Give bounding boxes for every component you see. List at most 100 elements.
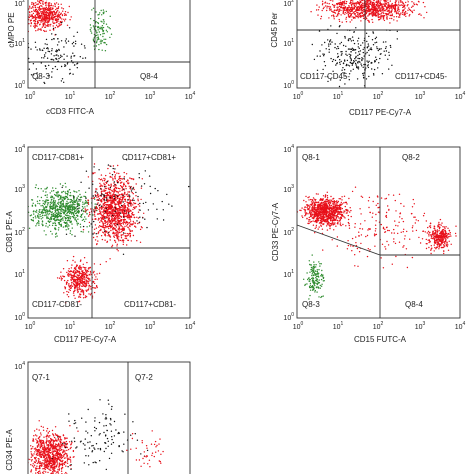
tick-label: 103 bbox=[14, 184, 25, 194]
tick-label: 101 bbox=[14, 38, 25, 48]
event-dot bbox=[90, 18, 92, 20]
event-dot bbox=[154, 187, 156, 190]
event-dot bbox=[29, 215, 31, 217]
event-dot bbox=[119, 239, 122, 242]
event-dot bbox=[124, 237, 126, 240]
event-dot bbox=[349, 57, 352, 59]
event-dot bbox=[126, 235, 128, 237]
event-dot bbox=[52, 187, 54, 189]
event-dot bbox=[92, 38, 95, 40]
event-dot bbox=[333, 203, 335, 205]
event-dot bbox=[58, 11, 60, 13]
event-dot bbox=[334, 46, 336, 49]
event-dot bbox=[74, 40, 77, 42]
event-dot bbox=[116, 223, 119, 226]
event-dot bbox=[397, 5, 399, 7]
event-dot bbox=[41, 16, 43, 18]
event-dot bbox=[122, 232, 125, 234]
event-dot bbox=[82, 281, 84, 283]
event-dot bbox=[81, 209, 83, 211]
event-dot bbox=[64, 206, 66, 208]
event-dot bbox=[102, 206, 104, 209]
event-dot bbox=[328, 48, 330, 51]
event-dot bbox=[114, 175, 116, 178]
event-dot bbox=[69, 192, 72, 194]
event-dot bbox=[126, 244, 128, 246]
event-dot bbox=[125, 215, 128, 218]
event-dot bbox=[65, 193, 67, 195]
event-dot bbox=[357, 43, 360, 45]
event-dot bbox=[100, 27, 102, 29]
event-dot bbox=[407, 9, 409, 11]
event-dot bbox=[323, 6, 325, 8]
event-dot bbox=[25, 236, 26, 237]
event-dot bbox=[67, 202, 69, 204]
event-dot bbox=[80, 268, 82, 270]
event-dot bbox=[314, 220, 316, 223]
event-dot bbox=[76, 224, 79, 226]
event-dot bbox=[68, 283, 70, 285]
event-dot bbox=[357, 62, 359, 64]
event-dot bbox=[62, 226, 65, 228]
event-dot bbox=[116, 209, 119, 211]
event-dot bbox=[102, 26, 105, 29]
event-dot bbox=[95, 25, 97, 27]
tick-base: 10 bbox=[14, 1, 22, 8]
event-dot bbox=[60, 277, 62, 279]
event-dot bbox=[342, 62, 345, 64]
event-dot bbox=[62, 185, 64, 187]
event-dot bbox=[123, 183, 125, 185]
event-dot bbox=[60, 40, 63, 42]
event-dot bbox=[372, 5, 374, 7]
event-dot bbox=[48, 213, 51, 215]
event-dot bbox=[373, 14, 375, 17]
event-dot bbox=[65, 210, 67, 213]
event-dot bbox=[370, 47, 372, 49]
event-dot bbox=[391, 14, 393, 17]
event-dot bbox=[92, 281, 94, 283]
event-dot bbox=[403, 14, 405, 16]
event-dot bbox=[58, 23, 60, 25]
event-dot bbox=[337, 13, 339, 16]
event-dot bbox=[129, 225, 131, 227]
event-dot bbox=[40, 28, 42, 30]
event-dot bbox=[101, 180, 104, 182]
event-dot bbox=[359, 16, 362, 18]
event-dot bbox=[121, 178, 124, 180]
event-dot bbox=[61, 196, 63, 198]
event-dot bbox=[130, 203, 133, 205]
event-dot bbox=[36, 216, 39, 218]
event-dot bbox=[43, 209, 45, 212]
event-dot bbox=[101, 185, 104, 187]
event-dot bbox=[131, 188, 133, 190]
event-dot bbox=[48, 12, 50, 14]
event-dot bbox=[71, 205, 73, 208]
event-dot bbox=[97, 29, 99, 31]
event-dot bbox=[327, 211, 329, 213]
event-dot bbox=[120, 237, 123, 239]
event-dot bbox=[49, 210, 52, 212]
event-dot bbox=[64, 11, 67, 13]
event-dot bbox=[47, 21, 50, 23]
event-dot bbox=[413, 2, 415, 4]
event-dot bbox=[46, 22, 49, 24]
event-dot bbox=[41, 209, 43, 211]
event-dot bbox=[74, 288, 76, 290]
event-dot bbox=[323, 53, 325, 55]
event-dot bbox=[76, 222, 78, 224]
event-dot bbox=[115, 234, 118, 237]
event-dot bbox=[48, 7, 50, 9]
event-dot bbox=[126, 209, 128, 211]
event-dot bbox=[56, 7, 58, 9]
event-dot bbox=[339, 0, 341, 1]
event-dot bbox=[375, 4, 378, 7]
event-dot bbox=[83, 285, 85, 288]
event-dot bbox=[99, 41, 102, 43]
event-dot bbox=[105, 199, 107, 201]
event-dot bbox=[136, 216, 138, 218]
event-dot bbox=[47, 50, 49, 52]
event-dot bbox=[109, 36, 111, 39]
event-dot bbox=[46, 217, 48, 220]
event-dot bbox=[98, 31, 101, 33]
event-dot bbox=[126, 232, 128, 235]
